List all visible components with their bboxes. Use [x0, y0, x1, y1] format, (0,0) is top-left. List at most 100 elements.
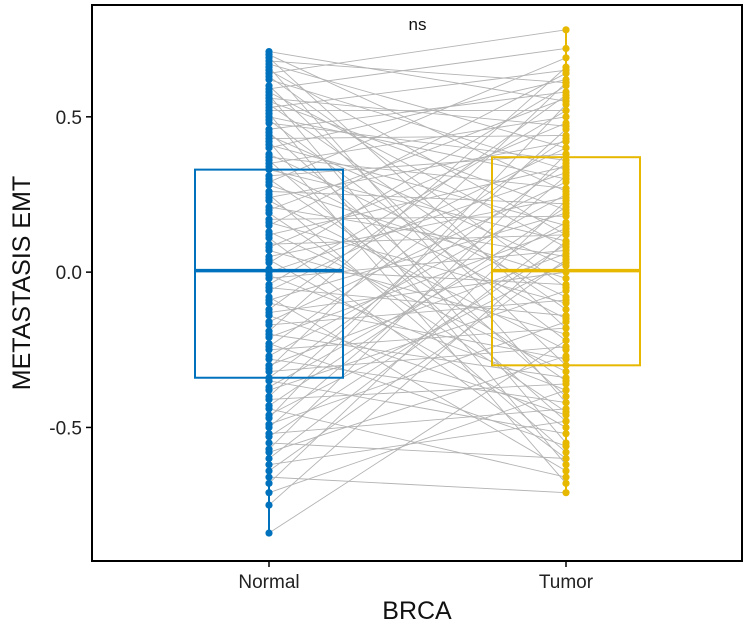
pair-line-21 [268, 119, 567, 341]
point-normal-84 [265, 367, 273, 376]
point-tumor-38 [562, 54, 570, 62]
point-normal-105 [265, 473, 273, 481]
pair-line-99 [268, 442, 567, 459]
point-tumor-64 [562, 312, 570, 320]
pair-line-3 [268, 60, 567, 84]
pair-line-53 [268, 234, 567, 245]
point-tumor-71 [562, 411, 570, 419]
point-tumor-89 [562, 125, 570, 133]
point-tumor-24 [562, 392, 570, 400]
pair-line-26 [268, 135, 567, 140]
point-normal-101 [265, 448, 273, 456]
point-tumor-94 [562, 100, 570, 108]
point-tumor-78 [562, 134, 570, 143]
pair-line-84 [268, 346, 567, 372]
point-normal-86 [265, 377, 273, 385]
pair-line-60 [268, 172, 567, 273]
pair-line-23 [268, 91, 567, 130]
point-tumor-69 [562, 91, 570, 99]
pair-line-41 [268, 194, 567, 453]
pair-line-91 [268, 206, 567, 407]
pair-line-109 [268, 340, 567, 534]
point-tumor-99 [562, 454, 570, 463]
point-normal-35 [265, 166, 273, 174]
pair-line-52 [268, 237, 567, 459]
plot-panel-border [91, 4, 743, 562]
point-tumor-86 [562, 430, 570, 438]
pair-line-45 [268, 97, 567, 211]
point-tumor-72 [562, 178, 570, 186]
point-normal-55 [265, 246, 273, 254]
point-tumor-96 [562, 172, 570, 180]
pair-line-86 [268, 380, 567, 435]
point-normal-71 [265, 312, 273, 320]
pair-line-54 [268, 122, 567, 248]
point-tumor-74 [562, 63, 570, 71]
pair-line-51 [268, 166, 567, 236]
pair-line-57 [268, 259, 567, 428]
point-normal-98 [265, 433, 273, 441]
point-tumor-67 [562, 209, 570, 217]
pair-line-93 [268, 262, 567, 416]
pair-line-65 [268, 147, 567, 292]
point-tumor-106 [562, 197, 570, 205]
pair-line-17 [268, 69, 567, 108]
point-tumor-95 [562, 318, 570, 326]
point-normal-9 [265, 75, 273, 84]
y-tick-label-0: 0.5 [56, 108, 82, 129]
point-normal-109 [265, 529, 273, 537]
point-normal-49 [265, 221, 273, 230]
point-tumor-27 [562, 479, 570, 487]
point-normal-58 [265, 259, 273, 267]
pair-line-0 [268, 51, 567, 102]
pair-line-100 [268, 153, 567, 450]
pair-line-1 [268, 54, 567, 192]
point-tumor-50 [562, 367, 570, 376]
pair-line-38 [268, 57, 567, 183]
point-tumor-49 [562, 69, 570, 77]
point-tumor-82 [562, 249, 570, 258]
y-axis: 0.5 0.0 -0.5 [49, 108, 92, 439]
point-tumor-55 [562, 330, 570, 338]
pair-line-72 [268, 181, 567, 323]
pair-line-35 [268, 169, 567, 242]
point-tumor-108 [562, 237, 570, 245]
point-tumor-97 [562, 405, 570, 413]
x-axis-title: BRCA [382, 597, 452, 625]
point-tumor-7 [562, 26, 570, 34]
point-normal-104 [265, 467, 273, 475]
point-normal-103 [265, 461, 273, 469]
pair-line-11 [268, 48, 567, 90]
pair-line-108 [268, 240, 567, 506]
point-tumor-105 [562, 489, 570, 497]
pair-line-37 [268, 178, 567, 382]
point-normal-90 [265, 395, 273, 404]
point-normal-22 [265, 119, 273, 127]
point-tumor-73 [562, 296, 570, 304]
point-normal-81 [265, 355, 273, 363]
point-tumor-90 [562, 380, 570, 388]
point-normal-96 [265, 423, 273, 432]
point-tumor-66 [562, 467, 570, 475]
point-tumor-41 [562, 448, 570, 456]
pair-line-87 [268, 222, 567, 388]
pair-line-31 [268, 156, 567, 189]
point-normal-65 [265, 287, 273, 295]
pair-line-77 [268, 343, 567, 447]
pair-line-74 [268, 66, 567, 332]
point-normal-43 [265, 197, 273, 205]
point-normal-94 [265, 414, 273, 422]
point-normal-39 [265, 181, 273, 189]
point-normal-62 [265, 274, 273, 282]
pair-line-58 [268, 85, 567, 264]
pair-line-49 [268, 72, 567, 226]
pair-line-16 [268, 104, 567, 310]
pair-line-105 [268, 476, 567, 494]
point-tumor-11 [562, 44, 570, 53]
pair-line-63 [268, 110, 567, 285]
point-tumor-81 [562, 398, 570, 407]
point-tumor-70 [562, 268, 570, 276]
x-tick-label-tumor: Tumor [539, 572, 594, 593]
pair-line-29 [268, 79, 567, 149]
